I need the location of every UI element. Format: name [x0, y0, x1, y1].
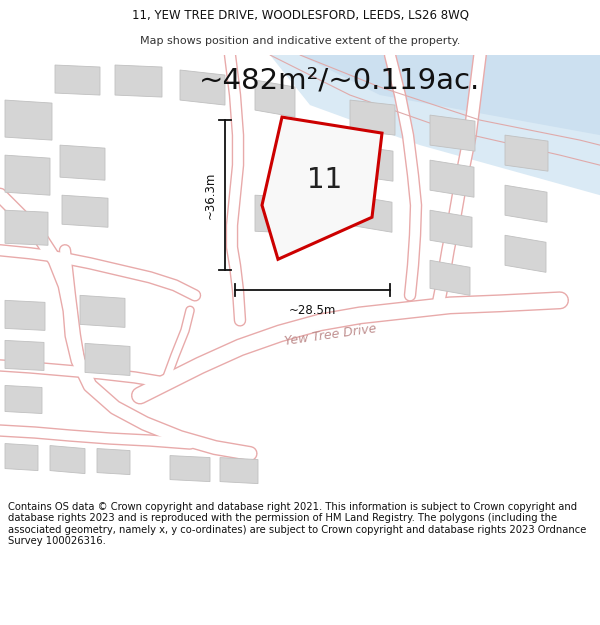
- Polygon shape: [262, 117, 382, 259]
- Polygon shape: [5, 301, 45, 331]
- Polygon shape: [5, 386, 42, 414]
- Polygon shape: [350, 195, 392, 232]
- Polygon shape: [5, 341, 44, 371]
- Polygon shape: [350, 145, 393, 181]
- Text: Map shows position and indicative extent of the property.: Map shows position and indicative extent…: [140, 36, 460, 46]
- Polygon shape: [85, 343, 130, 376]
- Polygon shape: [5, 444, 38, 471]
- Polygon shape: [255, 195, 300, 233]
- Polygon shape: [505, 135, 548, 171]
- Polygon shape: [5, 100, 52, 140]
- Polygon shape: [5, 155, 50, 195]
- Polygon shape: [180, 70, 225, 105]
- Polygon shape: [430, 115, 475, 151]
- Text: ~36.3m: ~36.3m: [204, 171, 217, 219]
- Text: Contains OS data © Crown copyright and database right 2021. This information is : Contains OS data © Crown copyright and d…: [8, 502, 586, 546]
- Polygon shape: [80, 296, 125, 328]
- Text: ~482m²/~0.119ac.: ~482m²/~0.119ac.: [199, 66, 481, 94]
- Polygon shape: [430, 210, 472, 248]
- Polygon shape: [350, 100, 395, 135]
- Polygon shape: [430, 260, 470, 296]
- Polygon shape: [5, 210, 48, 245]
- Text: 11: 11: [307, 166, 343, 194]
- Polygon shape: [55, 65, 100, 95]
- Polygon shape: [50, 446, 85, 474]
- Polygon shape: [300, 55, 600, 135]
- Polygon shape: [270, 55, 600, 195]
- Polygon shape: [505, 185, 547, 222]
- Text: Yew Tree Drive: Yew Tree Drive: [283, 322, 377, 348]
- Polygon shape: [60, 145, 105, 180]
- Polygon shape: [505, 235, 546, 272]
- Polygon shape: [97, 449, 130, 474]
- Text: 11, YEW TREE DRIVE, WOODLESFORD, LEEDS, LS26 8WQ: 11, YEW TREE DRIVE, WOODLESFORD, LEEDS, …: [131, 9, 469, 22]
- Polygon shape: [115, 65, 162, 97]
- Polygon shape: [255, 80, 295, 117]
- Polygon shape: [170, 456, 210, 482]
- Polygon shape: [430, 160, 474, 198]
- Text: ~28.5m: ~28.5m: [289, 304, 336, 318]
- Polygon shape: [62, 195, 108, 228]
- Polygon shape: [220, 458, 258, 484]
